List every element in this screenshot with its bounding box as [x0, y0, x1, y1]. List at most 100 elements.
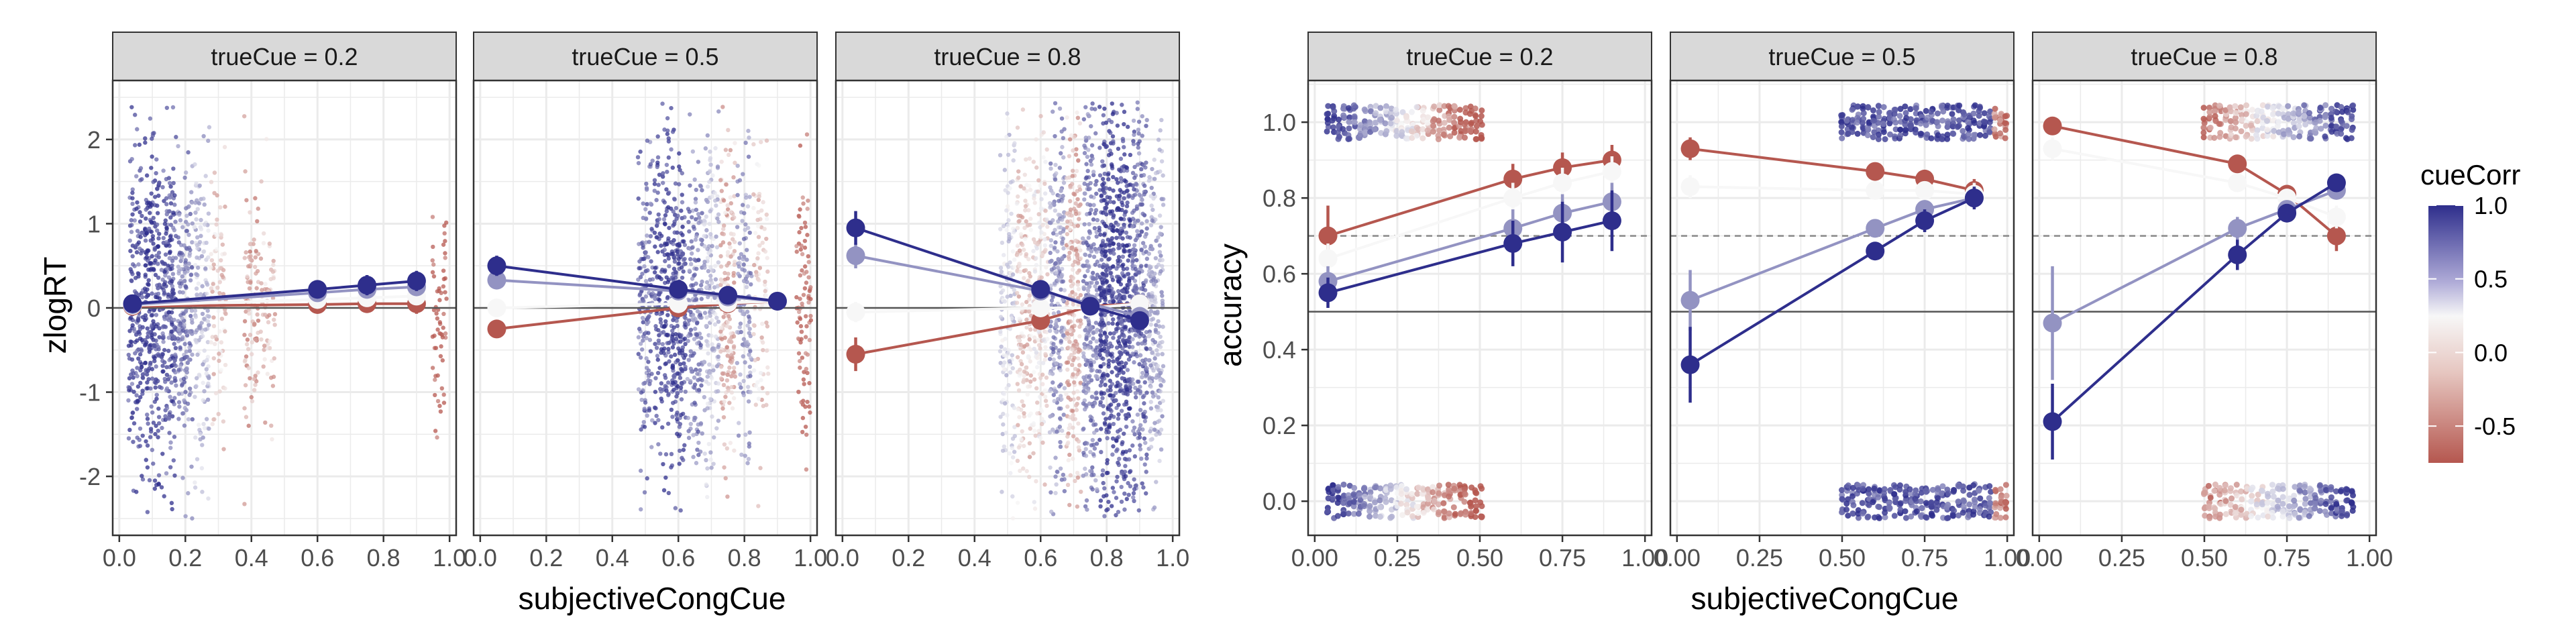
raw-point [642, 490, 647, 495]
raw-point [1006, 218, 1011, 223]
raw-point [1124, 243, 1130, 248]
raw-point [1055, 469, 1060, 474]
raw-point [1011, 226, 1016, 231]
raw-point [1091, 169, 1096, 174]
raw-point [161, 339, 166, 344]
raw-point [800, 356, 805, 360]
raw-point [719, 333, 724, 337]
raw-point [214, 222, 219, 227]
raw-point [441, 325, 445, 330]
raw-point [1091, 353, 1095, 358]
raw-point [712, 322, 718, 327]
raw-point [718, 254, 723, 259]
raw-point [140, 477, 146, 482]
raw-point [207, 426, 211, 431]
raw-point [1104, 350, 1109, 354]
raw-point [1010, 455, 1016, 460]
facet-strip [473, 32, 818, 81]
raw-point [726, 388, 731, 393]
raw-point [678, 168, 682, 172]
raw-point [686, 415, 690, 421]
raw-point [1139, 456, 1144, 461]
raw-point [1104, 335, 1109, 339]
raw-point [1078, 292, 1083, 298]
raw-point [1126, 481, 1130, 486]
raw-point [1065, 434, 1070, 439]
raw-point [1076, 350, 1081, 354]
raw-point [200, 311, 205, 317]
raw-point [706, 244, 712, 249]
raw-point [1073, 152, 1079, 157]
raw-point [1110, 209, 1115, 214]
raw-point [1040, 372, 1045, 377]
raw-point [217, 389, 222, 394]
raw-point [1074, 168, 1079, 174]
raw-point [662, 127, 667, 132]
raw-point [267, 313, 272, 317]
raw-point [1142, 436, 1147, 441]
raw-point [680, 368, 684, 372]
raw-point [1071, 380, 1077, 385]
raw-point [1020, 350, 1026, 355]
raw-point [151, 266, 156, 272]
raw-point [1062, 288, 1067, 292]
raw-point [661, 462, 665, 467]
raw-point [698, 313, 703, 317]
raw-point [998, 227, 1003, 231]
raw-point [655, 164, 659, 170]
raw-point [154, 482, 159, 488]
raw-point [187, 345, 192, 350]
raw-point [1138, 194, 1144, 199]
raw-point [1059, 325, 1065, 330]
raw-point [1031, 451, 1036, 455]
raw-point [172, 473, 177, 478]
raw-point [800, 429, 805, 435]
raw-point [1142, 192, 1146, 197]
raw-point [1065, 115, 1069, 120]
raw-point [688, 262, 694, 266]
raw-point [440, 358, 445, 363]
raw-point [722, 335, 727, 340]
raw-point [1025, 223, 1030, 228]
raw-point [246, 347, 251, 352]
raw-point [1093, 262, 1097, 267]
raw-point [670, 165, 675, 170]
raw-point [204, 240, 209, 246]
raw-point [1071, 372, 1075, 377]
raw-point [1118, 156, 1124, 161]
raw-point [219, 368, 223, 372]
raw-point [1017, 317, 1022, 321]
raw-point [669, 336, 675, 341]
raw-point [666, 347, 671, 352]
raw-point [1085, 259, 1089, 264]
raw-point [1109, 152, 1114, 156]
raw-point [763, 288, 767, 294]
raw-point [1071, 148, 1075, 153]
raw-point [681, 447, 686, 452]
raw-point [223, 329, 227, 334]
raw-point [249, 394, 254, 400]
raw-point [126, 398, 131, 403]
raw-point [1089, 207, 1093, 213]
raw-point [1083, 390, 1088, 395]
raw-point [1110, 134, 1116, 139]
raw-point [204, 367, 209, 372]
raw-point [743, 360, 747, 365]
raw-point [1083, 345, 1087, 350]
raw-point [1100, 159, 1105, 164]
raw-point [205, 397, 211, 402]
raw-point [199, 233, 203, 238]
raw-point [1132, 360, 1136, 365]
raw-point [1106, 499, 1111, 504]
raw-point [1081, 426, 1086, 431]
raw-point [1044, 329, 1049, 335]
raw-point [217, 352, 221, 356]
raw-point [129, 105, 134, 109]
raw-point [1077, 203, 1082, 209]
raw-point [1032, 500, 1036, 504]
raw-point [246, 280, 250, 284]
raw-point [664, 388, 669, 393]
raw-point [1089, 378, 1094, 383]
raw-point [1116, 362, 1122, 367]
raw-point [130, 201, 135, 207]
